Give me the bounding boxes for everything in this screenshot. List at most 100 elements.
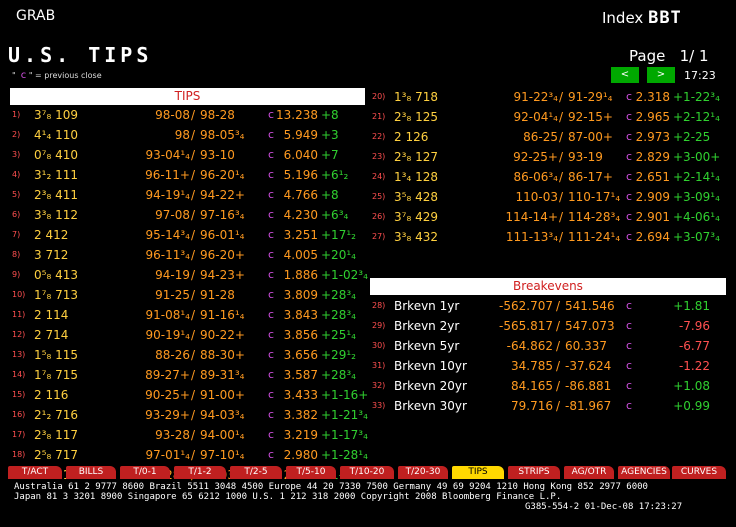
change-value: +0.99 [673, 399, 710, 413]
tips-row[interactable]: 16) 2¹₂ 716 93-29+ 94-03³₄ c 3.382 +1-21³₄ / [12, 405, 372, 425]
tips-row[interactable]: 27) 3³₈ 432 111-13³₄ 111-24¹₄ c 2.694 +3-07³₄ / [372, 227, 732, 247]
row-number: 6) [12, 210, 21, 219]
bid-value: 34.785 [511, 359, 553, 373]
tips-row[interactable]: 9) 0⁵₈ 413 94-19 94-23+ c 1.886 +1-02³₄ / [12, 265, 372, 285]
tips-row[interactable]: 5) 2³₈ 411 94-19¹₄ 94-22+ c 4.766 +8 / [12, 185, 372, 205]
close-marker: c [268, 168, 275, 181]
security-name: 2 126 [394, 130, 429, 144]
tab-t-20-30[interactable]: T/20-30 [398, 466, 448, 479]
bid-price: 88-26 [155, 348, 190, 362]
tips-row[interactable]: 21) 2³₈ 125 92-04¹₄ 92-15+ c 2.965 +2-12¹₄ / [372, 107, 732, 127]
bid-price: 86-06³₄ [513, 170, 559, 184]
tips-row[interactable]: 4) 3¹₂ 111 96-11+ 96-20¹₄ c 5.196 +6¹₂ / [12, 165, 372, 185]
close-marker: c [626, 130, 633, 143]
tips-row[interactable]: 12) 2 714 90-19¹₄ 90-22+ c 3.856 +25¹₄ / [12, 325, 372, 345]
tab-t-10-20[interactable]: T/10-20 [340, 466, 394, 479]
security-name: 2 116 [34, 388, 69, 402]
change-value: +2-12¹₄ [673, 110, 720, 124]
close-marker: c [268, 228, 275, 241]
price-separator: / [191, 208, 196, 222]
row-number: 9) [12, 270, 21, 279]
ask-value: -37.624 [565, 359, 612, 373]
yield-value: 5.196 [283, 168, 318, 182]
tab-ag-otr[interactable]: AG/OTR [564, 466, 614, 479]
ask-price: 97-16³₄ [200, 208, 245, 222]
security-name: 2³₈ 127 [394, 150, 438, 164]
close-marker: c [626, 299, 633, 312]
bid-value: -565.817 [499, 319, 553, 333]
prev-page-button[interactable]: < [611, 67, 639, 83]
breakeven-row[interactable]: 32) Brkevn 20yr 84.165/ -86.881 c +1.08 [372, 376, 728, 396]
row-number: 27) [372, 232, 386, 241]
tips-row[interactable]: 8) 3 712 96-11³₄ 96-20+ c 4.005 +20¹₄ / [12, 245, 372, 265]
ask-price: 98-05³₄ [200, 128, 245, 142]
grab-label[interactable]: GRAB [16, 8, 56, 24]
row-number: 1) [12, 110, 21, 119]
tab-tips[interactable]: TIPS [452, 466, 504, 479]
breakeven-row[interactable]: 33) Brkevn 30yr 79.716/ -81.967 c +0.99 [372, 396, 728, 416]
yield-value: 2.829 [635, 150, 670, 164]
tips-row[interactable]: 7) 2 412 95-14³₄ 96-01¹₄ c 3.251 +17¹₂ / [12, 225, 372, 245]
row-number: 23) [372, 152, 386, 161]
price-separator: / [191, 368, 196, 382]
tips-row[interactable]: 25) 3⁵₈ 428 110-03 110-17¹₄ c 2.909 +3-09¹₄ / [372, 187, 732, 207]
breakeven-name: Brkevn 2yr [394, 319, 460, 333]
tips-row[interactable]: 15) 2 116 90-25+ 91-00+ c 3.433 +1-16+ / [12, 385, 372, 405]
row-number: 30) [372, 341, 386, 350]
ask-price: 91-16¹₄ [200, 308, 245, 322]
ask-value: -81.967 [565, 399, 612, 413]
tips-row[interactable]: 11) 2 114 91-08¹₄ 91-16¹₄ c 3.843 +28³₄ / [12, 305, 372, 325]
row-number: 33) [372, 401, 386, 410]
row-number: 32) [372, 381, 386, 390]
security-name: 2³₈ 411 [34, 188, 78, 202]
tips-row[interactable]: 14) 1⁷₈ 715 89-27+ 89-31³₄ c 3.587 +28³₄ / [12, 365, 372, 385]
tab-bills[interactable]: BILLS [66, 466, 116, 479]
bid-price: 90-25+ [145, 388, 190, 402]
change-value: +1-21³₄ [321, 408, 368, 422]
tab-t-0-1[interactable]: T/0-1 [120, 466, 170, 479]
tips-row[interactable]: 17) 2³₈ 117 93-28 94-00¹₄ c 3.219 +1-17³₄ / [12, 425, 372, 445]
tips-row[interactable]: 22) 2 126 86-25 87-00+ c 2.973 +2-25 / [372, 127, 732, 147]
tab-t-1-2[interactable]: T/1-2 [174, 466, 226, 479]
change-value: +4-06¹₄ [673, 210, 720, 224]
yield-value: 2.965 [635, 110, 670, 124]
tab-agencies[interactable]: AGENCIES [618, 466, 670, 479]
tips-row[interactable]: 6) 3³₈ 112 97-08 97-16³₄ c 4.230 +6³₄ / [12, 205, 372, 225]
index-label: Index BBT [602, 8, 682, 28]
row-number: 20) [372, 92, 386, 101]
breakeven-row[interactable]: 31) Brkevn 10yr 34.785/ -37.624 c -1.22 [372, 356, 728, 376]
tips-row[interactable]: 3) 0⁷₈ 410 93-04¹₄ 93-10 c 6.040 +7 / [12, 145, 372, 165]
tips-row[interactable]: 20) 1³₈ 718 91-22³₄ 91-29¹₄ c 2.318 +1-22³₄ / [372, 87, 732, 107]
tab-curves[interactable]: CURVES [672, 466, 726, 479]
tips-row[interactable]: 1) 3⁷₈ 109 98-08 98-28 c 13.238 +8 / [12, 105, 372, 125]
tips-row[interactable]: 26) 3⁷₈ 429 114-14+ 114-28³₄ c 2.901 +4-06¹₄ / [372, 207, 732, 227]
close-marker: c [268, 408, 275, 421]
security-name: 2⁵₈ 717 [34, 448, 78, 462]
tab-t-2-5[interactable]: T/2-5 [230, 466, 282, 479]
tips-row[interactable]: 13) 1⁵₈ 115 88-26 88-30+ c 3.656 +29¹₂ / [12, 345, 372, 365]
yield-value: 3.433 [283, 388, 318, 402]
tab-strips[interactable]: STRIPS [508, 466, 560, 479]
yield-value: 6.040 [283, 148, 318, 162]
tips-row[interactable]: 24) 1³₄ 128 86-06³₄ 86-17+ c 2.651 +2-14¹₄ / [372, 167, 732, 187]
tips-row[interactable]: 18) 2⁵₈ 717 97-01¹₄ 97-10¹₄ c 2.980 +1-28¹₄ / [12, 445, 372, 465]
tips-row[interactable]: 10) 1⁷₈ 713 91-25 91-28 c 3.809 +28³₄ / [12, 285, 372, 305]
breakeven-row[interactable]: 30) Brkevn 5yr -64.862/ 60.337 c -6.77 [372, 336, 728, 356]
tips-row[interactable]: 23) 2³₈ 127 92-25+ 93-19 c 2.829 +3-00+ / [372, 147, 732, 167]
next-page-button[interactable]: > [647, 67, 675, 83]
tips-row[interactable]: 2) 4¹₄ 110 98 98-05³₄ c 5.949 +3 / [12, 125, 372, 145]
yield-value: 2.651 [635, 170, 670, 184]
tab-t-act[interactable]: T/ACT [8, 466, 62, 479]
row-number: 14) [12, 370, 26, 379]
ask-price: 98-28 [200, 108, 235, 122]
security-name: 3⁷₈ 429 [394, 210, 438, 224]
change-value: +1-28¹₄ [321, 448, 368, 462]
close-marker: c [268, 248, 275, 261]
close-marker: c [626, 190, 633, 203]
breakeven-row[interactable]: 29) Brkevn 2yr -565.817/ 547.073 c -7.96 [372, 316, 728, 336]
bid-price: 111-13³₄ [505, 230, 558, 244]
previous-close-note: " c " = previous close [12, 70, 102, 81]
tab-t-5-10[interactable]: T/5-10 [286, 466, 336, 479]
price-separator: / [191, 448, 196, 462]
breakeven-row[interactable]: 28) Brkevn 1yr -562.707/ 541.546 c +1.81 [372, 296, 728, 316]
